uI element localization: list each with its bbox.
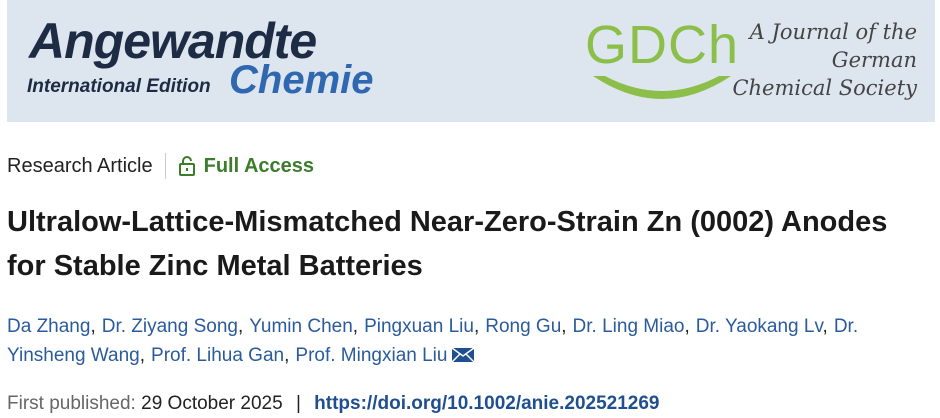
author-separator: ,	[90, 316, 96, 337]
logo-arc	[593, 76, 731, 99]
author-link[interactable]: Dr. Ling Miao	[572, 316, 685, 337]
author-link[interactable]: Rong Gu	[485, 316, 562, 337]
edition: International Edition	[27, 76, 211, 97]
author-separator: ,	[473, 316, 480, 337]
society-line: Chemical Society	[732, 76, 917, 100]
author-link[interactable]: Prof. Mingxian Liu	[295, 345, 448, 366]
article-title: Ultralow-Lattice-Mismatched Near-Zero-St…	[7, 206, 888, 282]
author-link[interactable]: Dr. Ziyang Song	[101, 316, 238, 337]
authors: Da Zhang, Dr. Ziyang Song, Yumin Chen, Ping…	[7, 312, 932, 370]
journal-name: Angewandte	[29, 13, 317, 69]
society-line: German	[831, 48, 917, 72]
author-separator: ,	[561, 316, 567, 337]
author-link[interactable]: Prof. Lihua Gan	[151, 345, 285, 366]
society-logo: GDCh	[585, 15, 740, 75]
author-link[interactable]: Dr. Yinsheng Wang	[7, 316, 859, 366]
journal-sub: Chemie	[229, 58, 374, 102]
separator: |	[295, 393, 301, 414]
published-label: First published:	[7, 393, 136, 414]
email-icon[interactable]	[451, 347, 475, 363]
article-meta: Research Article Full Access	[7, 153, 314, 179]
author-link[interactable]: Da Zhang	[7, 316, 91, 337]
society-line: A Journal of the	[749, 20, 917, 44]
author-separator: ,	[684, 316, 690, 337]
doi-link[interactable]: https://doi.org/10.1002/anie.202521269	[314, 393, 660, 414]
author-separator: ,	[352, 316, 359, 337]
author-separator: ,	[139, 345, 146, 366]
divider	[164, 153, 166, 179]
article-type: Research Article	[7, 154, 153, 177]
author-link[interactable]: Pingxuan Liu	[364, 316, 474, 337]
author-separator: ,	[822, 316, 828, 337]
society-name: A Journal of the German Chemical Society	[732, 18, 917, 102]
lock-icon	[178, 156, 195, 176]
access: Full Access	[203, 154, 315, 177]
author-separator: ,	[237, 316, 244, 337]
published-date: 29 October 2025	[141, 393, 283, 414]
author-link[interactable]: Yumin Chen	[249, 316, 353, 337]
journal-banner[interactable]: Angewandte International Edition Chemie …	[7, 0, 935, 122]
author-link[interactable]: Dr. Yaokang Lv	[695, 316, 823, 337]
author-separator: ,	[284, 345, 290, 366]
publication-info: First published: 29 October 2025 | https…	[7, 393, 660, 415]
